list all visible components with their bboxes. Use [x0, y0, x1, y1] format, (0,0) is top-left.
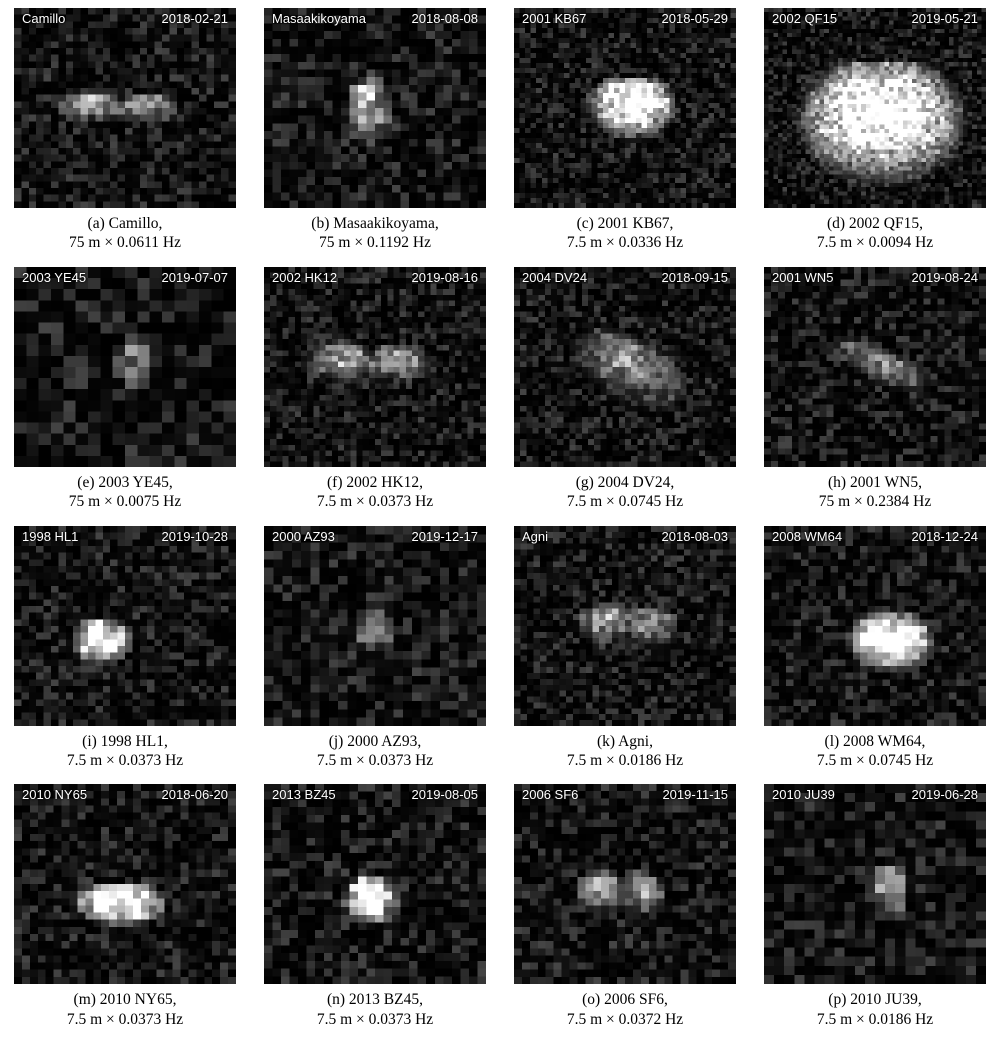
radar-panel: 2001 KB672018-05-29 — [514, 8, 736, 208]
caption-line2: 7.5 m × 0.0372 Hz — [567, 1010, 683, 1029]
radar-canvas — [264, 8, 486, 208]
radar-image-grid: Camillo2018-02-21 (a) Camillo,75 m × 0.06… — [12, 8, 988, 1033]
panel-caption: (b) Masaakikoyama,75 m × 0.1192 Hz — [311, 214, 438, 253]
figure-cell: 2008 WM642018-12-24 (l) 2008 WM64,7.5 m ×… — [762, 526, 988, 775]
caption-line1: (h) 2001 WN5, — [819, 473, 932, 492]
figure-cell: 2010 JU392019-06-28 (p) 2010 JU39,7.5 m ×… — [762, 784, 988, 1033]
radar-canvas — [514, 267, 736, 467]
figure-cell: Camillo2018-02-21 (a) Camillo,75 m × 0.06… — [12, 8, 238, 257]
caption-line1: (m) 2010 NY65, — [67, 990, 183, 1009]
caption-line2: 7.5 m × 0.0094 Hz — [817, 233, 933, 252]
panel-caption: (h) 2001 WN5,75 m × 0.2384 Hz — [819, 473, 932, 512]
caption-line2: 75 m × 0.0611 Hz — [69, 233, 181, 252]
caption-line1: (p) 2010 JU39, — [817, 990, 933, 1009]
radar-panel: 2002 QF152019-05-21 — [764, 8, 986, 208]
radar-canvas — [764, 784, 986, 984]
radar-canvas — [14, 526, 236, 726]
caption-line1: (d) 2002 QF15, — [817, 214, 933, 233]
radar-canvas — [514, 784, 736, 984]
panel-caption: (o) 2006 SF6,7.5 m × 0.0372 Hz — [567, 990, 683, 1029]
caption-line2: 7.5 m × 0.0336 Hz — [567, 233, 683, 252]
figure-cell: 2001 WN52019-08-24 (h) 2001 WN5,75 m × 0.… — [762, 267, 988, 516]
caption-line2: 7.5 m × 0.0745 Hz — [817, 751, 933, 770]
figure-cell: 1998 HL12019-10-28 (i) 1998 HL1,7.5 m × 0… — [12, 526, 238, 775]
radar-panel: 2008 WM642018-12-24 — [764, 526, 986, 726]
figure-cell: 2003 YE452019-07-07 (e) 2003 YE45,75 m × … — [12, 267, 238, 516]
radar-panel: Agni2018-08-03 — [514, 526, 736, 726]
caption-line2: 7.5 m × 0.0186 Hz — [567, 751, 683, 770]
radar-canvas — [14, 784, 236, 984]
panel-caption: (a) Camillo,75 m × 0.0611 Hz — [69, 214, 181, 253]
radar-panel: Camillo2018-02-21 — [14, 8, 236, 208]
panel-caption: (d) 2002 QF15,7.5 m × 0.0094 Hz — [817, 214, 933, 253]
figure-cell: 2001 KB672018-05-29 (c) 2001 KB67,7.5 m ×… — [512, 8, 738, 257]
radar-canvas — [264, 784, 486, 984]
radar-canvas — [764, 8, 986, 208]
radar-canvas — [14, 8, 236, 208]
radar-canvas — [514, 8, 736, 208]
radar-panel: 2010 JU392019-06-28 — [764, 784, 986, 984]
caption-line2: 7.5 m × 0.0373 Hz — [317, 492, 433, 511]
radar-canvas — [764, 267, 986, 467]
radar-panel: 2013 BZ452019-08-05 — [264, 784, 486, 984]
figure-cell: 2000 AZ932019-12-17 (j) 2000 AZ93,7.5 m ×… — [262, 526, 488, 775]
caption-line1: (f) 2002 HK12, — [317, 473, 433, 492]
panel-caption: (i) 1998 HL1,7.5 m × 0.0373 Hz — [67, 732, 183, 771]
radar-canvas — [264, 267, 486, 467]
figure-cell: Agni2018-08-03 (k) Agni,7.5 m × 0.0186 Hz — [512, 526, 738, 775]
caption-line1: (g) 2004 DV24, — [567, 473, 683, 492]
caption-line2: 7.5 m × 0.0373 Hz — [67, 751, 183, 770]
caption-line1: (c) 2001 KB67, — [567, 214, 683, 233]
figure-cell: 2013 BZ452019-08-05 (n) 2013 BZ45,7.5 m ×… — [262, 784, 488, 1033]
figure-cell: Masaakikoyama2018-08-08 (b) Masaakikoyama… — [262, 8, 488, 257]
caption-line2: 7.5 m × 0.0373 Hz — [317, 1010, 433, 1029]
figure-cell: 2002 QF152019-05-21 (d) 2002 QF15,7.5 m ×… — [762, 8, 988, 257]
caption-line2: 7.5 m × 0.0373 Hz — [317, 751, 433, 770]
figure-cell: 2006 SF62019-11-15 (o) 2006 SF6,7.5 m × 0… — [512, 784, 738, 1033]
caption-line1: (a) Camillo, — [69, 214, 181, 233]
panel-caption: (m) 2010 NY65,7.5 m × 0.0373 Hz — [67, 990, 183, 1029]
caption-line2: 75 m × 0.0075 Hz — [69, 492, 182, 511]
caption-line1: (k) Agni, — [567, 732, 683, 751]
radar-panel: 2000 AZ932019-12-17 — [264, 526, 486, 726]
figure-cell: 2002 HK122019-08-16 (f) 2002 HK12,7.5 m ×… — [262, 267, 488, 516]
panel-caption: (n) 2013 BZ45,7.5 m × 0.0373 Hz — [317, 990, 433, 1029]
radar-panel: Masaakikoyama2018-08-08 — [264, 8, 486, 208]
radar-panel: 2001 WN52019-08-24 — [764, 267, 986, 467]
radar-canvas — [764, 526, 986, 726]
caption-line1: (n) 2013 BZ45, — [317, 990, 433, 1009]
caption-line1: (b) Masaakikoyama, — [311, 214, 438, 233]
panel-caption: (e) 2003 YE45,75 m × 0.0075 Hz — [69, 473, 182, 512]
caption-line1: (o) 2006 SF6, — [567, 990, 683, 1009]
caption-line2: 75 m × 0.1192 Hz — [311, 233, 438, 252]
figure-cell: 2010 NY652018-06-20 (m) 2010 NY65,7.5 m ×… — [12, 784, 238, 1033]
panel-caption: (p) 2010 JU39,7.5 m × 0.0186 Hz — [817, 990, 933, 1029]
panel-caption: (c) 2001 KB67,7.5 m × 0.0336 Hz — [567, 214, 683, 253]
radar-panel: 2006 SF62019-11-15 — [514, 784, 736, 984]
radar-panel: 2002 HK122019-08-16 — [264, 267, 486, 467]
radar-canvas — [14, 267, 236, 467]
figure-cell: 2004 DV242018-09-15 (g) 2004 DV24,7.5 m ×… — [512, 267, 738, 516]
caption-line1: (i) 1998 HL1, — [67, 732, 183, 751]
panel-caption: (j) 2000 AZ93,7.5 m × 0.0373 Hz — [317, 732, 433, 771]
panel-caption: (f) 2002 HK12,7.5 m × 0.0373 Hz — [317, 473, 433, 512]
caption-line2: 75 m × 0.2384 Hz — [819, 492, 932, 511]
caption-line1: (l) 2008 WM64, — [817, 732, 933, 751]
radar-panel: 2004 DV242018-09-15 — [514, 267, 736, 467]
panel-caption: (l) 2008 WM64,7.5 m × 0.0745 Hz — [817, 732, 933, 771]
radar-panel: 1998 HL12019-10-28 — [14, 526, 236, 726]
panel-caption: (g) 2004 DV24,7.5 m × 0.0745 Hz — [567, 473, 683, 512]
caption-line1: (j) 2000 AZ93, — [317, 732, 433, 751]
caption-line1: (e) 2003 YE45, — [69, 473, 182, 492]
radar-canvas — [264, 526, 486, 726]
radar-panel: 2003 YE452019-07-07 — [14, 267, 236, 467]
panel-caption: (k) Agni,7.5 m × 0.0186 Hz — [567, 732, 683, 771]
caption-line2: 7.5 m × 0.0745 Hz — [567, 492, 683, 511]
radar-panel: 2010 NY652018-06-20 — [14, 784, 236, 984]
caption-line2: 7.5 m × 0.0186 Hz — [817, 1010, 933, 1029]
radar-canvas — [514, 526, 736, 726]
caption-line2: 7.5 m × 0.0373 Hz — [67, 1010, 183, 1029]
